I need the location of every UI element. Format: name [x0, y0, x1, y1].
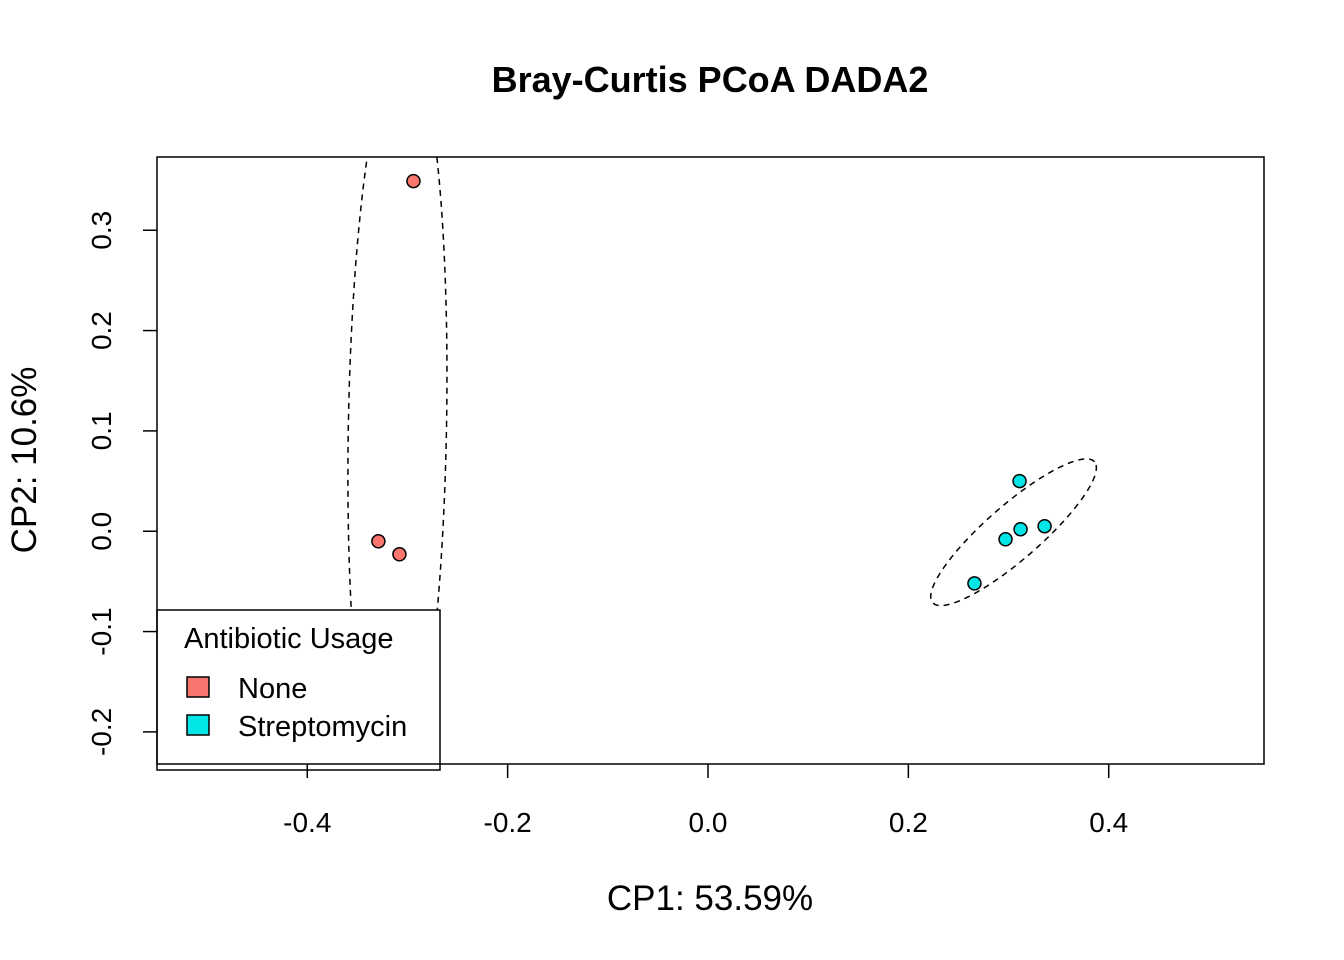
legend-swatch-streptomycin	[186, 714, 210, 736]
x-tick-label: -0.4	[283, 807, 331, 838]
plot-frame	[156, 156, 1265, 765]
point-streptomycin-2	[1013, 521, 1028, 537]
ellipse-none	[347, 157, 448, 764]
legend: Antibiotic Usage None Streptomycin	[156, 609, 441, 771]
x-tick-label: 0.2	[889, 807, 928, 838]
x-tick-label: 0.0	[689, 807, 728, 838]
legend-swatch-none	[186, 676, 210, 698]
y-tick-label: -0.2	[86, 708, 117, 756]
point-none-3	[392, 547, 407, 562]
ellipse-streptomycin	[929, 458, 1098, 607]
legend-label-none: None	[238, 673, 307, 705]
legend-title: Antibiotic Usage	[184, 623, 394, 655]
x-axis: -0.4 -0.2 0.0 0.2 0.4	[283, 764, 1128, 838]
x-tick-label: 0.4	[1089, 807, 1128, 838]
y-tick-label: 0.1	[86, 411, 117, 450]
y-tick-label: 0.2	[86, 311, 117, 350]
point-streptomycin-4	[998, 532, 1013, 547]
y-tick-label: 0.3	[86, 211, 117, 250]
points-layer	[371, 173, 1052, 591]
x-axis-label: CP1: 53.59%	[607, 879, 813, 918]
x-tick-label: -0.2	[484, 807, 532, 838]
point-none-1	[406, 173, 421, 189]
point-streptomycin-1	[1012, 473, 1027, 489]
point-none-2	[371, 534, 386, 549]
legend-label-streptomycin: Streptomycin	[238, 711, 407, 743]
y-axis-label: CP2: 10.6%	[5, 367, 44, 554]
point-streptomycin-3	[1037, 518, 1052, 534]
ellipse-layer	[347, 157, 1098, 764]
y-tick-label: 0.0	[86, 512, 117, 551]
chart-title: Bray-Curtis PCoA DADA2	[492, 59, 929, 100]
y-tick-label: -0.1	[86, 607, 117, 655]
y-axis: -0.2 -0.1 0.0 0.1 0.2 0.3	[86, 211, 157, 756]
point-streptomycin-5	[967, 576, 982, 591]
